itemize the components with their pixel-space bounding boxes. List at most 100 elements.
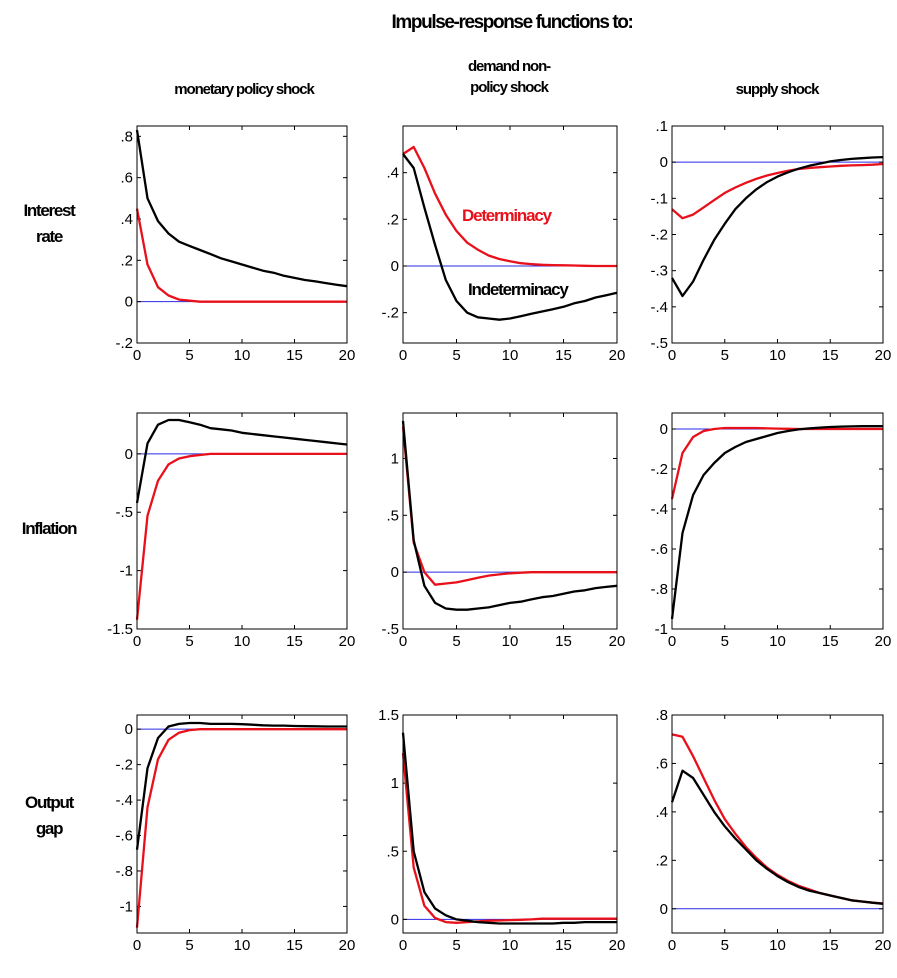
series-line-indeterminacy xyxy=(670,425,883,620)
plot-frame xyxy=(136,714,348,934)
x-tick-label: 10 xyxy=(502,937,519,954)
y-tick-label: .8 xyxy=(120,128,133,145)
y-tick-label: 0 xyxy=(125,721,133,738)
y-tick-label: 1 xyxy=(391,450,399,467)
x-tick-label: 0 xyxy=(668,937,676,954)
y-tick-label: 0 xyxy=(125,294,133,311)
x-tick-label: 20 xyxy=(609,347,626,364)
panel: 0 5 10 15 20 -.2 0 .2 .4 Determinacy Indeterminacy xyxy=(381,125,626,364)
y-tick-label: .4 xyxy=(386,165,399,182)
column-title: demand non- xyxy=(468,58,551,75)
x-tick-label: 0 xyxy=(399,347,407,364)
series-line-indeterminacy xyxy=(671,155,884,298)
x-tick-label: 15 xyxy=(555,633,572,650)
x-tick-label: 10 xyxy=(769,937,786,954)
x-tick-label: 20 xyxy=(875,347,892,364)
series-line-indeterminacy xyxy=(135,129,348,288)
x-tick-label: 0 xyxy=(668,347,676,364)
panel: 0 5 10 15 20 0 .5 1 1.5 xyxy=(378,707,625,954)
row-titles: Interest rate Inflation Output gap xyxy=(22,201,79,838)
series-line-determinacy xyxy=(135,208,347,303)
y-tick-label: .2 xyxy=(655,852,668,869)
x-tick-label: 0 xyxy=(399,937,407,954)
y-tick-label: .5 xyxy=(386,507,399,524)
x-tick-label: 20 xyxy=(875,937,892,954)
legend-indeterminacy: Indeterminacy xyxy=(468,280,569,299)
y-tick-label: -.8 xyxy=(115,863,133,880)
y-tick-label: .1 xyxy=(655,118,668,135)
x-tick-label: 15 xyxy=(822,937,839,954)
x-tick-label: 15 xyxy=(286,347,303,364)
panel: 0 5 10 15 20 -1 -.8 -.6 -.4 -.2 0 xyxy=(115,714,356,954)
plot-frame xyxy=(136,412,348,630)
x-tick-label: 5 xyxy=(452,633,460,650)
x-tick-label: 10 xyxy=(502,347,519,364)
panel: 0 5 10 15 20-.50.51 xyxy=(381,412,626,650)
x-tick-label: 5 xyxy=(721,937,729,954)
plot-frame xyxy=(402,714,618,934)
column-title: supply shock xyxy=(736,81,820,98)
panel: 0 5 10 15 20 -1.5 -1 -.5 0 xyxy=(107,412,355,650)
x-tick-label: 20 xyxy=(609,937,626,954)
y-tick-label: .4 xyxy=(120,211,133,228)
legend-determinacy: Determinacy xyxy=(462,206,553,225)
y-tick-label: 1.5 xyxy=(378,707,399,724)
x-tick-label: 15 xyxy=(286,633,303,650)
column-title: monetary policy shock xyxy=(174,81,315,98)
x-tick-label: 5 xyxy=(452,937,460,954)
plot-frame xyxy=(671,412,884,630)
column-title: policy shock xyxy=(470,79,549,96)
plot-frame xyxy=(136,125,348,344)
plot-frame xyxy=(671,125,884,344)
series-line-determinacy xyxy=(670,426,883,500)
y-tick-label: .4 xyxy=(655,804,668,821)
y-tick-label: 0 xyxy=(660,154,668,171)
row-title: Inflation xyxy=(22,519,77,538)
y-tick-label: -1.5 xyxy=(107,621,133,638)
series-line-determinacy xyxy=(135,728,347,928)
column-titles: monetary policy shock demand non-policy s… xyxy=(174,58,821,98)
y-tick-label: -.6 xyxy=(115,828,133,845)
y-tick-label: -.4 xyxy=(115,792,133,809)
x-tick-label: 20 xyxy=(339,937,356,954)
y-tick-label: -.8 xyxy=(650,581,668,598)
y-tick-label: .8 xyxy=(655,707,668,724)
panel: 0 5 10 15 20 -.5 -.4 -.3 -.2 -.1 0 .1 xyxy=(650,118,891,364)
row-title: Output xyxy=(25,793,75,812)
series-line-indeterminacy xyxy=(135,418,348,504)
x-tick-label: 15 xyxy=(822,633,839,650)
y-tick-label: -1 xyxy=(120,563,133,580)
y-tick-label: -.2 xyxy=(381,305,399,322)
plot-frame xyxy=(402,412,618,630)
y-tick-label: .2 xyxy=(120,252,133,269)
plot-frame xyxy=(402,125,618,344)
series-line-determinacy xyxy=(671,162,884,220)
y-tick-label: -.5 xyxy=(115,504,133,521)
x-tick-label: 20 xyxy=(609,633,626,650)
x-tick-label: 10 xyxy=(234,937,251,954)
y-tick-label: .6 xyxy=(655,755,668,772)
x-tick-label: 10 xyxy=(769,633,786,650)
y-tick-label: -.6 xyxy=(650,541,668,558)
y-tick-label: 0 xyxy=(660,421,668,438)
y-tick-label: -.5 xyxy=(381,621,399,638)
y-tick-label: 0 xyxy=(391,911,399,928)
series-line-indeterminacy xyxy=(401,732,617,925)
y-tick-label: -.2 xyxy=(650,461,668,478)
x-tick-label: 0 xyxy=(399,633,407,650)
x-tick-label: 15 xyxy=(555,347,572,364)
y-tick-label: -.2 xyxy=(650,227,668,244)
x-tick-label: 0 xyxy=(133,633,141,650)
x-tick-label: 10 xyxy=(234,633,251,650)
series-line-indeterminacy xyxy=(401,420,618,611)
y-tick-label: 0 xyxy=(660,901,668,918)
row-title: Interest xyxy=(23,201,76,220)
y-tick-label: -.3 xyxy=(650,263,668,280)
x-tick-label: 5 xyxy=(185,937,193,954)
figure-title: Impulse-response functions to: xyxy=(392,12,633,33)
x-tick-label: 5 xyxy=(721,347,729,364)
x-tick-label: 20 xyxy=(339,347,356,364)
x-tick-label: 0 xyxy=(133,347,141,364)
x-tick-label: 0 xyxy=(668,633,676,650)
y-tick-label: 0 xyxy=(391,258,399,275)
